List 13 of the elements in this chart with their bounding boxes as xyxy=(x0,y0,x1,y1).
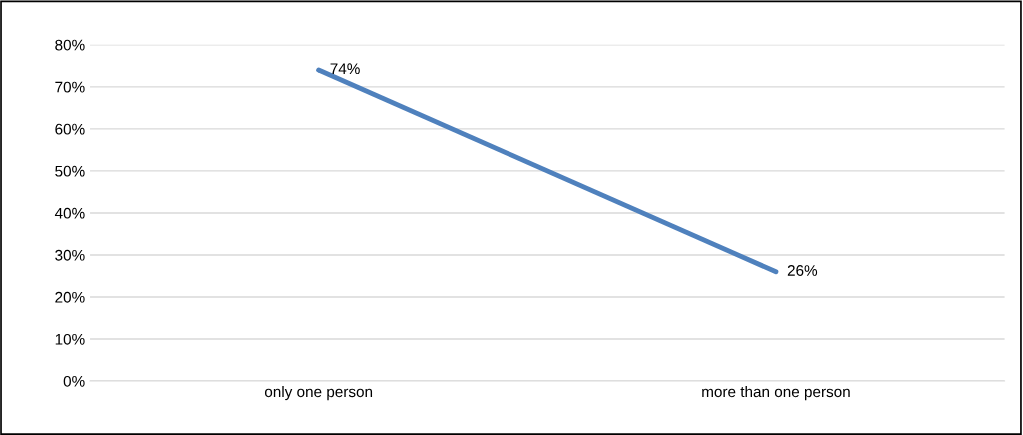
data-label: 26% xyxy=(787,265,818,276)
y-tick-label: 50% xyxy=(55,165,85,177)
data-label: 74% xyxy=(330,63,360,75)
y-tick-label: 60% xyxy=(55,123,85,135)
x-tick-label: more than one person xyxy=(702,385,850,401)
y-tick-label: 0% xyxy=(63,375,85,387)
y-tick-label: 10% xyxy=(55,333,85,345)
y-tick-label: 20% xyxy=(55,291,85,303)
y-tick-label: 30% xyxy=(55,249,85,261)
y-tick-label: 40% xyxy=(54,207,85,219)
y-tick-label: 80% xyxy=(55,39,85,51)
y-tick-label: 70% xyxy=(55,81,85,93)
x-tick-label: only one person xyxy=(264,385,373,401)
